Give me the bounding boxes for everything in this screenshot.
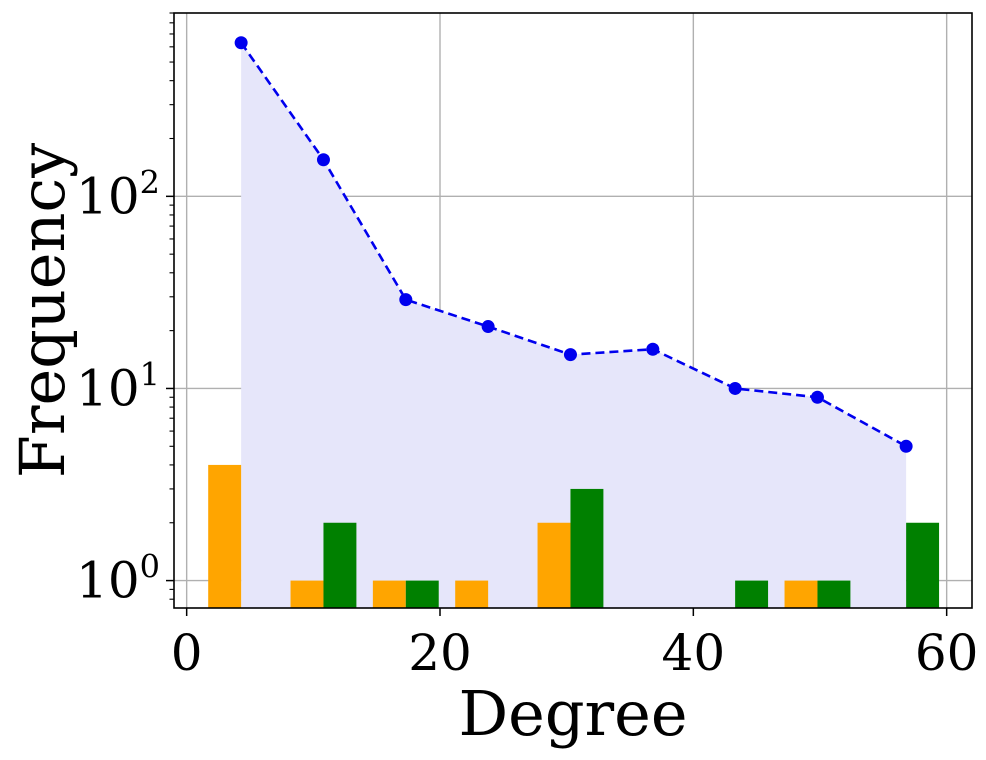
bar-series-1	[784, 580, 818, 608]
bar-series-2	[817, 580, 851, 608]
bar-series-1	[455, 580, 489, 608]
data-point	[234, 36, 248, 50]
tick-labels: 0 20 40 60 100 101 102	[76, 163, 978, 682]
data-point	[728, 381, 742, 395]
y-tick-label: 101	[76, 355, 160, 417]
bar-series-2	[735, 580, 769, 608]
frequency-points	[234, 36, 913, 453]
bar-series-2	[323, 522, 357, 608]
bar-series-2	[906, 522, 940, 608]
x-tick-label: 60	[915, 624, 979, 682]
x-tick-label: 40	[662, 624, 726, 682]
area-fill	[241, 42, 907, 608]
bars	[208, 464, 940, 608]
bar-series-1	[537, 522, 571, 608]
frequency-area	[241, 42, 907, 608]
data-point	[399, 293, 413, 307]
data-point	[810, 390, 824, 404]
data-point	[646, 342, 660, 356]
x-tick-label: 0	[171, 624, 203, 682]
x-axis-label: Degree	[458, 677, 687, 750]
x-tick-label: 20	[408, 624, 472, 682]
y-axis-label: Frequency	[6, 143, 79, 478]
bar-series-1	[208, 464, 242, 608]
axis-ticks	[166, 12, 948, 616]
data-point	[563, 348, 577, 362]
y-tick-label: 100	[76, 548, 160, 610]
y-tick-label: 102	[76, 163, 160, 225]
plot-frame	[173, 12, 973, 609]
bar-series-2	[570, 488, 604, 608]
bar-series-1	[290, 580, 324, 608]
data-point	[899, 439, 913, 453]
data-point	[316, 153, 330, 167]
data-point	[481, 320, 495, 334]
bar-series-1	[372, 580, 406, 608]
bar-series-2	[405, 580, 439, 608]
